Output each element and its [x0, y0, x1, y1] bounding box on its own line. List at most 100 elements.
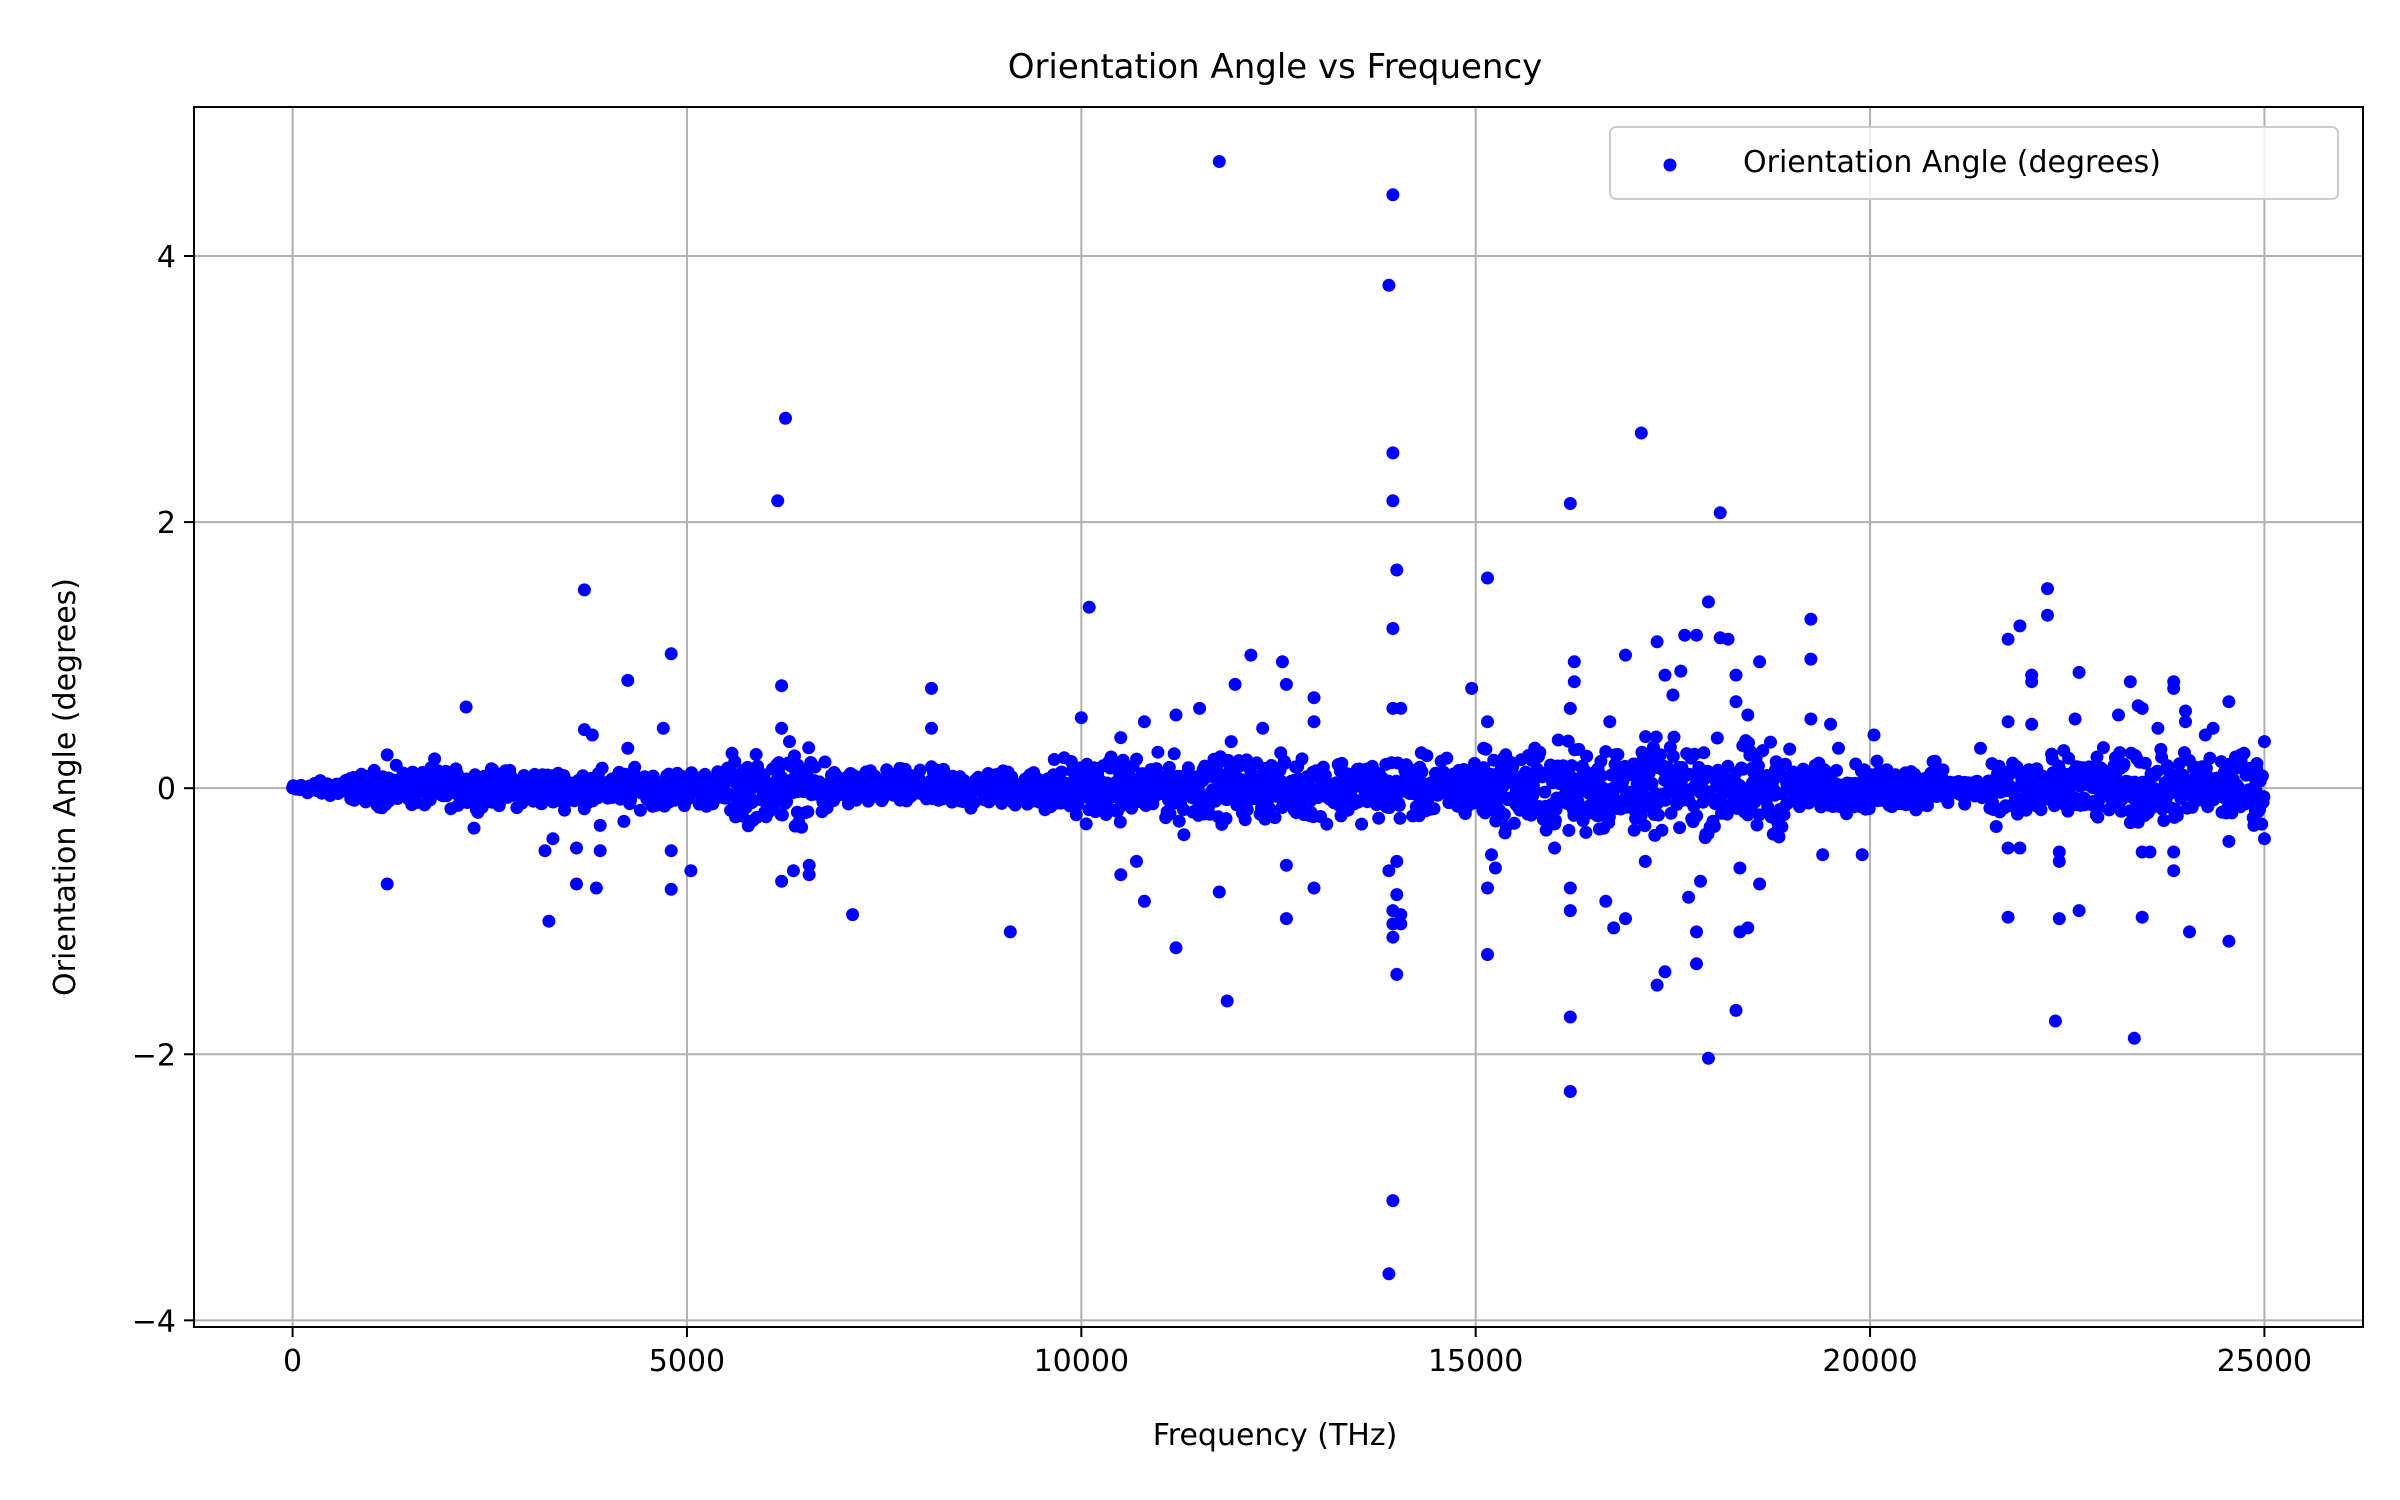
data-point [1729, 668, 1743, 682]
data-point [1627, 823, 1641, 837]
data-point [1650, 978, 1664, 992]
data-point [1420, 749, 1434, 763]
data-point [1082, 600, 1096, 614]
data-point [2183, 925, 2196, 939]
data-point [2257, 790, 2271, 804]
x-tick-label: 20000 [1822, 1344, 1917, 1379]
data-point [1488, 861, 1502, 875]
data-point [2143, 845, 2157, 859]
data-point [2068, 712, 2082, 726]
data-point [1729, 695, 1743, 709]
data-point [2135, 701, 2149, 715]
data-point [1220, 994, 1234, 1008]
legend-marker [1663, 158, 1677, 172]
data-point [1386, 494, 1400, 508]
data-point [570, 877, 583, 891]
data-point [2062, 751, 2076, 765]
data-point [1240, 803, 1254, 817]
data-point [2135, 910, 2149, 924]
data-point [1674, 664, 1688, 678]
data-point [546, 832, 560, 846]
data-point [1567, 655, 1581, 669]
data-point [1198, 759, 1212, 773]
data-point [475, 800, 489, 814]
data-point [775, 808, 789, 822]
data-point [1394, 701, 1408, 715]
data-point [1084, 788, 1098, 802]
data-point [1163, 807, 1177, 821]
data-point [2001, 632, 2015, 646]
data-point [1548, 813, 1562, 827]
data-point [1855, 848, 1869, 862]
data-point [1279, 677, 1293, 691]
data-point [538, 844, 552, 858]
data-point [2222, 934, 2236, 948]
data-point [2013, 841, 2027, 855]
data-point [786, 864, 800, 878]
data-point [1440, 751, 1454, 765]
data-point [2001, 841, 2015, 855]
data-point [593, 844, 607, 858]
data-point [1481, 948, 1494, 961]
data-point [2117, 757, 2131, 771]
data-point [2090, 750, 2104, 764]
data-point [1275, 655, 1289, 669]
data-point [1752, 808, 1766, 822]
data-point [1667, 730, 1681, 744]
data-point [1636, 787, 1650, 801]
data-point [1563, 701, 1577, 715]
data-point [1394, 917, 1408, 931]
data-point [2019, 803, 2033, 817]
data-point [1113, 815, 1127, 829]
data-point [1386, 930, 1400, 944]
data-point [2206, 721, 2220, 735]
data-point [1690, 925, 1703, 939]
data-point [1602, 810, 1616, 824]
data-point [767, 799, 781, 813]
data-point [617, 814, 631, 828]
data-point [1756, 744, 1770, 758]
data-point [1713, 506, 1727, 520]
data-point [925, 681, 938, 695]
data-point [1238, 813, 1252, 827]
y-axis-label: Orientation Angle (degrees) [48, 578, 83, 996]
data-point [1172, 814, 1186, 828]
data-point [1162, 760, 1176, 774]
data-point [1137, 894, 1151, 908]
data-point [1382, 864, 1396, 878]
data-point [1167, 747, 1181, 761]
data-point [2151, 721, 2165, 735]
data-point [1721, 632, 1735, 646]
data-point [1777, 808, 1791, 822]
data-point [1003, 925, 1017, 939]
data-point [1658, 965, 1672, 979]
data-point [1563, 881, 1577, 895]
data-point [459, 700, 473, 714]
data-point [1212, 155, 1226, 168]
data-point [1355, 817, 1369, 831]
data-point [1603, 715, 1617, 729]
data-point [2052, 854, 2066, 868]
data-point [1607, 921, 1621, 935]
data-point [728, 755, 742, 769]
data-point [1565, 759, 1579, 773]
y-tick-label: −4 [132, 1304, 176, 1339]
data-point [2255, 817, 2269, 831]
data-point [775, 874, 789, 888]
data-point [913, 763, 927, 777]
y-tick-label: −2 [132, 1038, 176, 1073]
data-point [1563, 1010, 1577, 1024]
data-point [2203, 751, 2217, 765]
data-point [1256, 721, 1270, 735]
data-point [1729, 1003, 1743, 1017]
data-point [1538, 785, 1552, 799]
x-tick-label: 0 [283, 1344, 302, 1379]
data-point [1278, 756, 1292, 770]
data-point [1533, 745, 1547, 759]
data-point [2257, 735, 2271, 749]
data-point [1169, 708, 1183, 722]
data-point [1619, 912, 1632, 926]
data-point [1772, 830, 1786, 844]
data-point [1649, 730, 1663, 744]
